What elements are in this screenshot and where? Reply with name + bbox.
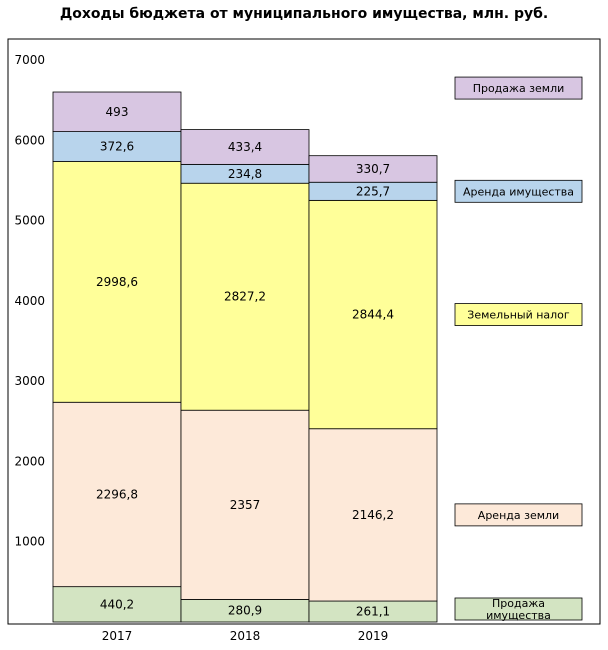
bar-segment	[308, 155, 438, 183]
legend-swatch	[454, 597, 583, 621]
data-label: 372,6	[100, 140, 134, 154]
bar-segment	[52, 161, 182, 403]
bar-segment	[52, 91, 182, 132]
x-tick-label: 2018	[230, 629, 261, 643]
y-axis: 1000 2000 3000 4000 5000 6000 7000	[14, 53, 45, 549]
legend-label: Аренда земли	[478, 509, 559, 522]
data-label: 493	[106, 105, 129, 119]
legend-label: Аренда имущества	[463, 185, 574, 198]
data-label: 261,1	[356, 605, 390, 619]
data-label: 234,8	[228, 167, 262, 181]
x-axis: 2017 2018 2019	[102, 629, 389, 643]
data-label: 280,9	[228, 604, 262, 618]
bars-group: 440,2 2296,8 2998,6 372,6 493 280,9 2357 2827,2…	[52, 91, 438, 623]
legend-label: Продажа земли	[473, 82, 565, 95]
legend-swatch	[454, 179, 583, 203]
bar-segment	[180, 129, 310, 165]
x-tick-label: 2017	[102, 629, 133, 643]
y-tick-label: 5000	[14, 214, 45, 228]
data-label: 2844,4	[352, 308, 394, 322]
x-tick-label: 2019	[358, 629, 389, 643]
legend-label: Продажа	[492, 597, 545, 610]
bar-segment	[52, 586, 182, 623]
y-tick-label: 1000	[14, 535, 45, 549]
y-tick-label: 3000	[14, 374, 45, 388]
legend-label: имущества	[486, 609, 551, 622]
data-label: 2357	[230, 498, 261, 512]
data-label: 2827,2	[224, 290, 266, 304]
data-label: 433,4	[228, 140, 262, 154]
y-tick-label: 6000	[14, 133, 45, 147]
plot-frame	[7, 38, 601, 625]
legend-swatch	[454, 503, 583, 527]
legend-swatch	[454, 76, 583, 100]
data-label: 2998,6	[96, 275, 138, 289]
data-label: 330,7	[356, 162, 390, 176]
chart-title: Доходы бюджета от муниципального имущест…	[59, 6, 549, 22]
data-label: 2296,8	[96, 487, 138, 501]
bar-segment	[308, 199, 438, 430]
data-label: 225,7	[356, 184, 390, 198]
legend-label: Земельный налог	[467, 309, 570, 322]
data-label: 2146,2	[352, 508, 394, 522]
legend-swatch	[454, 303, 583, 326]
bar-segment	[180, 409, 310, 600]
y-tick-label: 2000	[14, 454, 45, 468]
y-tick-label: 7000	[14, 53, 45, 67]
data-label: 440,2	[100, 597, 134, 611]
y-tick-label: 4000	[14, 294, 45, 308]
bar-segment	[180, 182, 310, 411]
bar-segment	[52, 131, 182, 162]
